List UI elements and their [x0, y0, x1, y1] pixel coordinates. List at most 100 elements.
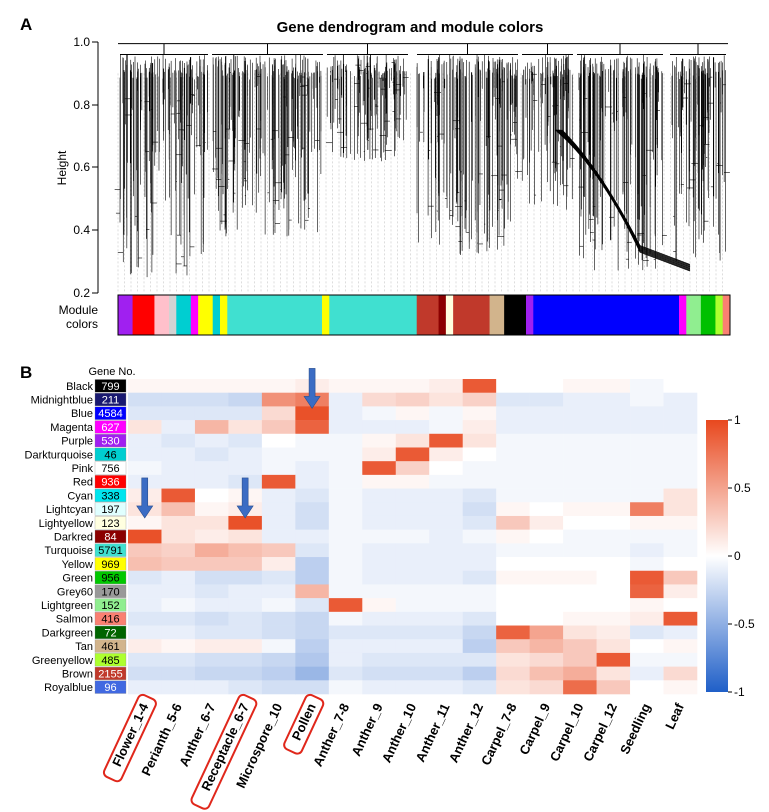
heatmap-cell [295, 502, 330, 517]
heatmap-cell [328, 570, 363, 585]
heatmap-cell [261, 639, 296, 654]
heatmap-cell [228, 447, 263, 462]
heatmap-cell [496, 502, 530, 517]
heatmap-cell [362, 543, 397, 558]
heatmap-cell [596, 570, 631, 585]
heatmap-cell [496, 543, 530, 558]
heatmap-cell [596, 666, 631, 681]
heatmap-cell [194, 420, 229, 435]
heatmap-cell [228, 666, 263, 681]
heatmap-cell [328, 557, 363, 572]
panel-a-label: A [20, 15, 32, 34]
heatmap-cell [529, 502, 564, 517]
heatmap-cell [630, 461, 664, 476]
heatmap-cell [395, 625, 430, 640]
module-color-segment [220, 295, 228, 335]
heatmap-cell [362, 461, 397, 476]
module-row-label: Midnightblue [31, 395, 93, 407]
heatmap-cell [429, 406, 464, 421]
module-color-segment [700, 295, 716, 335]
heatmap-cell [395, 652, 430, 667]
heatmap-cell [630, 515, 664, 530]
heatmap-cell [462, 515, 497, 530]
column-highlight-box [102, 693, 157, 783]
module-color-segment [445, 295, 454, 335]
heatmap-cell [328, 406, 363, 421]
heatmap-cell [328, 598, 363, 613]
heatmap-cell [462, 529, 497, 544]
heatmap-cell [529, 420, 564, 435]
heatmap-cell [663, 433, 698, 448]
heatmap-cell [128, 625, 162, 640]
heatmap-cell [295, 680, 330, 695]
heatmap-cell [563, 666, 597, 681]
heatmap-cell [228, 652, 263, 667]
gene-count-chip [94, 612, 127, 626]
heatmap-cell [395, 557, 430, 572]
module-colors-label: colors [66, 317, 98, 331]
down-arrow-icon [236, 477, 254, 519]
heatmap-cell [295, 474, 330, 489]
heatmap-cell [496, 488, 530, 503]
heatmap-cell [194, 474, 229, 489]
heatmap-cell [630, 666, 664, 681]
gene-count-chip [94, 680, 127, 694]
heatmap-cell [429, 379, 464, 393]
heatmap-cell [429, 666, 464, 681]
heatmap-cell [596, 433, 631, 448]
gene-count-label: 756 [101, 463, 119, 475]
heatmap-cell [261, 406, 296, 421]
heatmap-cell [295, 515, 330, 530]
heatmap-cell [395, 543, 430, 558]
heatmap-cell [128, 406, 162, 421]
heatmap-cell [496, 447, 530, 462]
heatmap-cell [563, 461, 597, 476]
heatmap-cell [194, 433, 229, 448]
heatmap-cell [194, 461, 229, 476]
heatmap-cell [529, 461, 564, 476]
module-color-segment [212, 295, 221, 335]
heatmap-cell [128, 529, 162, 544]
heatmap-cell [496, 406, 530, 421]
column-highlight-box [283, 693, 325, 755]
heatmap-cell [529, 474, 564, 489]
heatmap-cell [261, 680, 296, 695]
heatmap-cell [496, 666, 530, 681]
heatmap-cell [128, 680, 162, 695]
heatmap-cell [395, 502, 430, 517]
heatmap-cell [362, 625, 397, 640]
legend-tick-label: 0 [734, 549, 741, 563]
legend-tick-label: -0.5 [734, 617, 755, 631]
heatmap-cell [596, 420, 631, 435]
gene-count-chip [94, 447, 127, 461]
module-row-label: Green [62, 573, 93, 585]
heatmap-cell [228, 406, 263, 421]
heatmap-cell [596, 502, 631, 517]
heatmap-cell [429, 433, 464, 448]
heatmap-cell [328, 611, 363, 626]
heatmap-cell [462, 652, 497, 667]
heatmap-cell [529, 639, 564, 654]
heatmap-cell [228, 611, 263, 626]
heatmap-cell [295, 447, 330, 462]
heatmap-cell [462, 406, 497, 421]
heatmap-cell [563, 420, 597, 435]
heatmap-cell [295, 433, 330, 448]
heatmap-cell [261, 570, 296, 585]
heatmap-cell [395, 488, 430, 503]
heatmap-cell [529, 543, 564, 558]
heatmap-cell [429, 680, 464, 695]
heatmap-cell [161, 666, 196, 681]
gene-count-label: 5791 [98, 545, 122, 557]
gene-count-chip [94, 502, 127, 516]
heatmap-cell [261, 420, 296, 435]
heatmap-cell [596, 474, 631, 489]
dendrogram-y-ticks: 0.2 0.4 0.6 0.8 1.0 [73, 35, 98, 300]
heatmap-cell [429, 447, 464, 462]
gene-count-label: 170 [101, 586, 119, 598]
module-row-label: Lightyellow [39, 518, 93, 530]
heatmap-cell [663, 529, 698, 544]
heatmap-cell [529, 680, 564, 695]
module-color-segment [438, 295, 447, 335]
heatmap-cell [596, 406, 631, 421]
